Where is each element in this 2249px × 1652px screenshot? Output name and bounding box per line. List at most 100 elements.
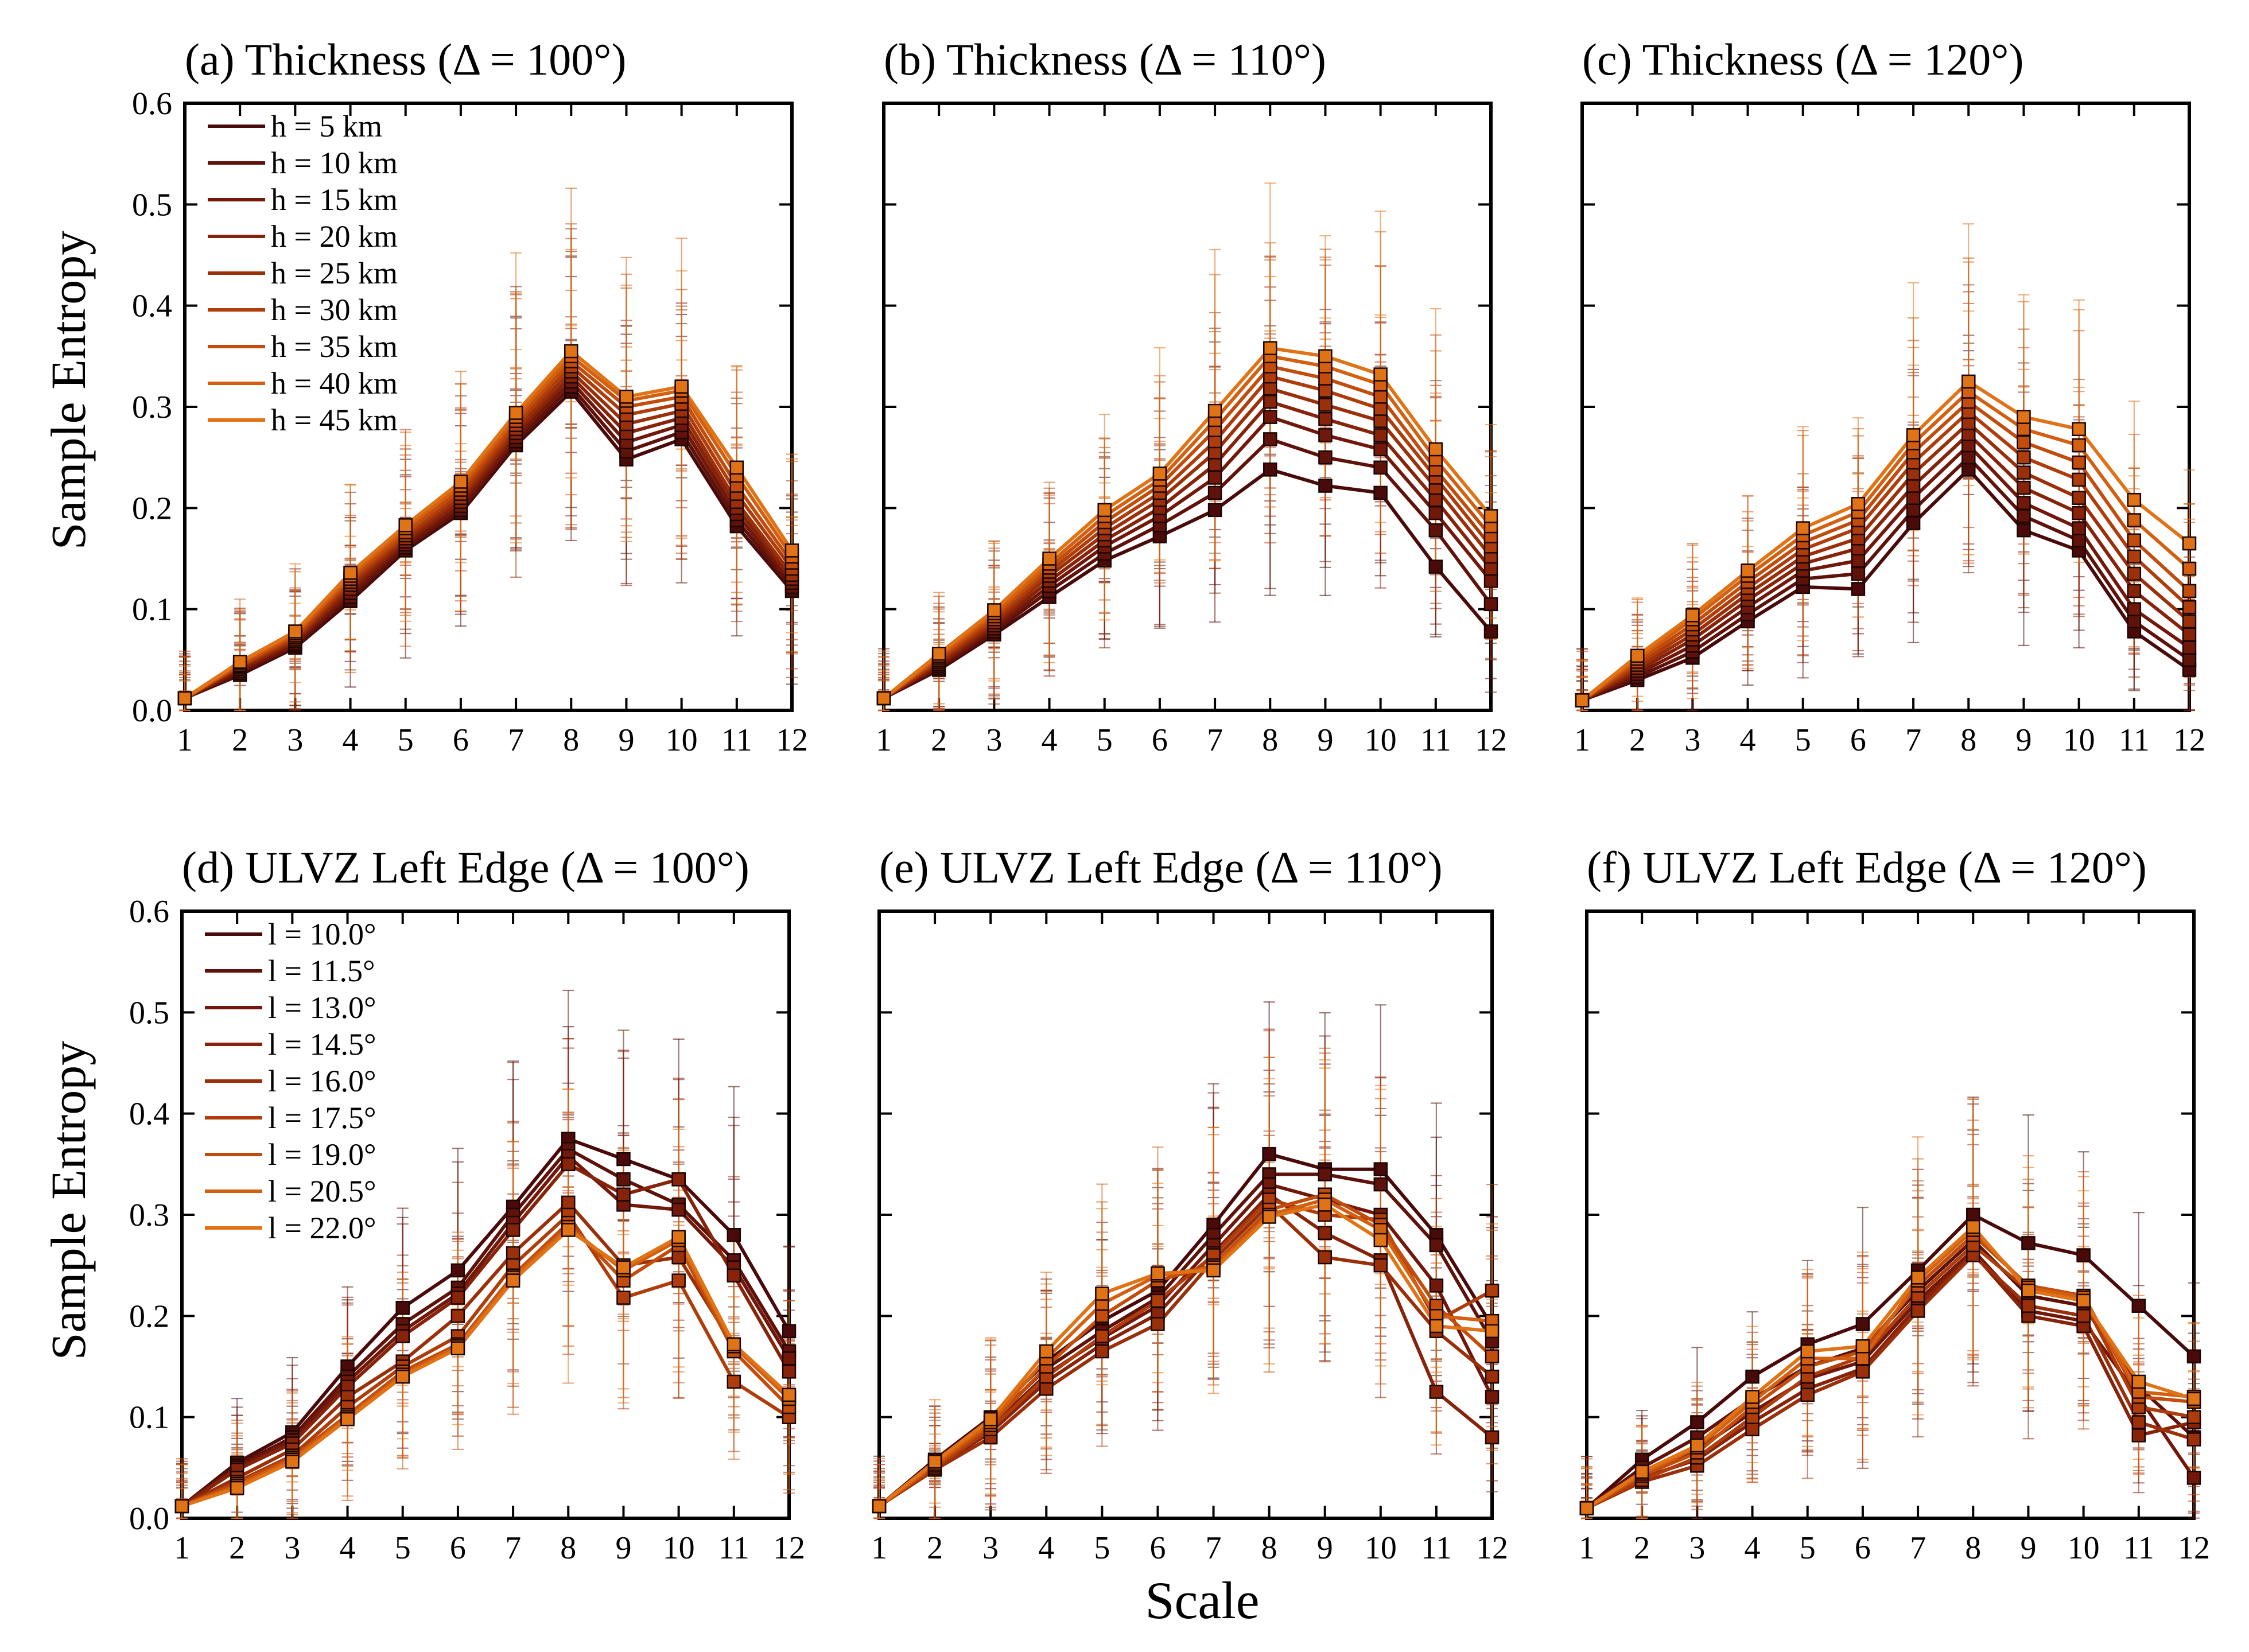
series-line <box>1581 468 2190 702</box>
data-point <box>288 624 302 639</box>
x-tick-label: 1 <box>876 722 892 758</box>
data-point <box>1318 1250 1332 1265</box>
data-point <box>2182 584 2197 598</box>
data-point <box>1263 462 1277 477</box>
data-point <box>1630 648 1645 663</box>
data-point <box>1796 521 1810 535</box>
x-tick-label: 7 <box>1206 1530 1222 1566</box>
series-line <box>1586 1253 2194 1510</box>
data-point <box>1429 1319 1444 1334</box>
data-point <box>1318 411 1333 426</box>
series-line <box>1586 1243 2194 1510</box>
data-point <box>1039 1344 1054 1359</box>
legend-label: h = 30 km <box>271 293 398 327</box>
chart-title: (e) ULVZ Left Edge (Δ = 110°) <box>879 842 1443 892</box>
legend-label: h = 45 km <box>271 403 398 437</box>
data-point <box>450 1309 465 1323</box>
x-tick-label: 6 <box>453 722 469 758</box>
data-point <box>1906 491 1921 505</box>
data-point <box>1095 1344 1109 1359</box>
data-point <box>453 475 468 489</box>
data-point <box>1207 457 1222 472</box>
data-point <box>2186 1391 2201 1406</box>
data-point <box>2182 652 2197 667</box>
data-point <box>1152 467 1167 481</box>
y-tick-label: 0.4 <box>129 1097 169 1132</box>
data-point <box>1318 371 1333 386</box>
data-point <box>564 344 578 359</box>
x-tick-label: 10 <box>666 722 698 758</box>
data-point <box>1151 1317 1165 1331</box>
data-point <box>782 1387 797 1402</box>
data-point <box>1095 1309 1109 1323</box>
x-tick-label: 9 <box>1317 722 1333 758</box>
series-line <box>184 359 794 700</box>
x-tick-label: 7 <box>1910 1530 1926 1566</box>
x-tick-label: 8 <box>560 1530 576 1566</box>
x-tick-label: 2 <box>931 722 947 758</box>
data-point <box>1485 1390 1500 1404</box>
x-tick-label: 10 <box>1365 1530 1397 1566</box>
data-point <box>674 379 689 394</box>
chart-title: (a) Thickness (Δ = 100°) <box>185 34 626 84</box>
data-point <box>2076 1309 2091 1323</box>
y-tick-label: 0.6 <box>132 86 172 122</box>
data-point <box>1318 383 1333 398</box>
x-tick-label: 11 <box>721 722 752 758</box>
data-point <box>1745 1422 1759 1437</box>
x-tick-label: 6 <box>1152 722 1168 758</box>
x-tick-label: 3 <box>1684 722 1700 758</box>
plot-frame <box>877 909 1494 1520</box>
data-point <box>1428 523 1443 538</box>
data-point <box>1373 390 1388 404</box>
data-point <box>619 390 634 404</box>
x-tick-label: 6 <box>1149 1530 1166 1566</box>
data-point <box>2182 614 2197 629</box>
data-point <box>616 1290 631 1305</box>
data-point <box>727 1228 741 1242</box>
data-point <box>931 647 946 661</box>
data-point <box>2127 614 2142 629</box>
data-point <box>671 1172 686 1187</box>
data-point <box>983 1412 998 1426</box>
series-line <box>1586 1225 2194 1510</box>
x-tick-label: 3 <box>986 722 1002 758</box>
x-tick-label: 8 <box>1262 722 1278 758</box>
chart-panel: (e) ULVZ Left Edge (Δ = 110°)1 2 3 4 5 6 7 8 9 10… <box>871 842 1508 1566</box>
series-line <box>883 415 1493 700</box>
legend-label: h = 10 km <box>271 146 398 180</box>
data-point <box>2131 1374 2146 1389</box>
series-line <box>878 1172 1494 1508</box>
series-line <box>878 1183 1494 1508</box>
data-point <box>1745 1369 1759 1384</box>
data-point <box>1263 382 1277 396</box>
series-line <box>184 349 794 700</box>
data-point <box>1429 1278 1444 1293</box>
data-point <box>2186 1349 2201 1364</box>
legend-label: l = 14.5° <box>268 1027 376 1062</box>
data-point <box>398 518 413 532</box>
data-point <box>616 1260 631 1274</box>
y-tick-label: 0.4 <box>132 289 172 324</box>
data-point <box>1373 402 1388 416</box>
data-point <box>343 565 358 580</box>
data-point <box>1428 506 1443 520</box>
data-point <box>1851 582 1866 596</box>
data-point <box>340 1412 355 1426</box>
x-tick-label: 9 <box>618 722 634 758</box>
data-point <box>1690 1438 1704 1453</box>
data-point <box>729 460 744 475</box>
legend-label: h = 20 km <box>271 219 398 254</box>
data-point <box>872 1499 887 1514</box>
x-tick-label: 1 <box>871 1530 887 1566</box>
data-point <box>1373 442 1388 457</box>
series-line <box>181 1137 791 1508</box>
x-tick-label: 12 <box>2173 722 2205 758</box>
data-point <box>1485 1369 1500 1384</box>
data-point <box>1855 1339 1870 1354</box>
legend-label: h = 40 km <box>271 366 398 401</box>
x-tick-label: 10 <box>2063 722 2095 758</box>
data-point <box>561 1195 576 1210</box>
data-point <box>450 1341 465 1356</box>
y-tick-label: 0.1 <box>132 592 172 628</box>
